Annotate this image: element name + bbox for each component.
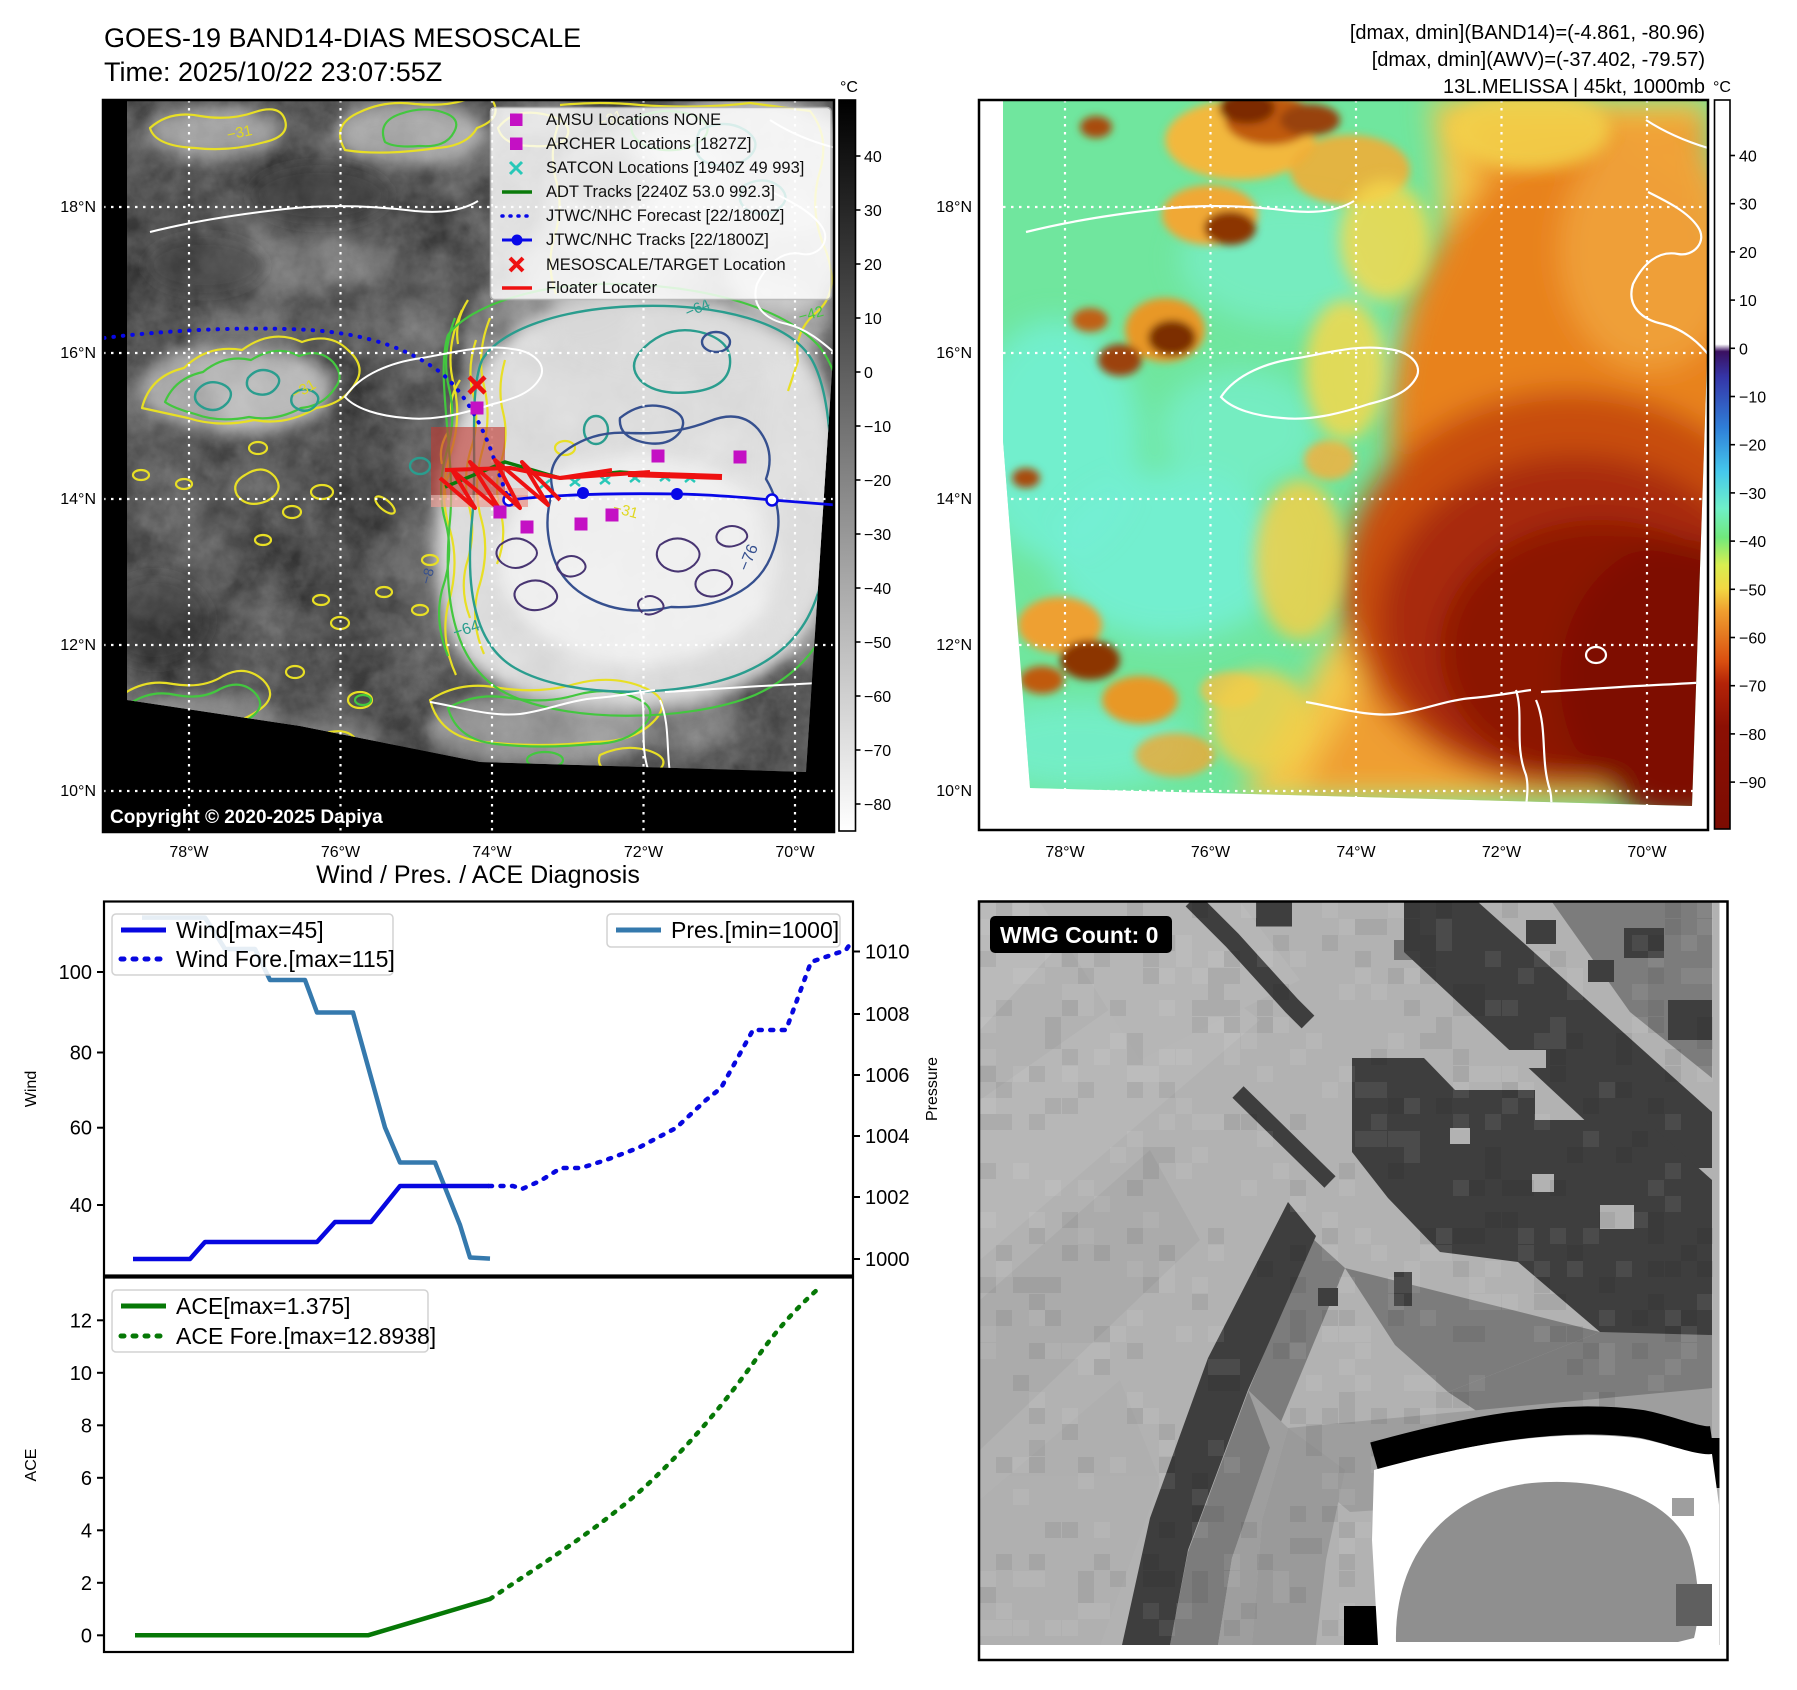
svg-text:13L.MELISSA | 45kt, 1000mb: 13L.MELISSA | 45kt, 1000mb: [1443, 76, 1705, 98]
svg-text:16°N: 16°N: [60, 345, 96, 362]
svg-text:20: 20: [864, 257, 882, 274]
svg-text:−31: −31: [225, 122, 253, 144]
svg-text:Time: 2025/10/22 23:07:55Z: Time: 2025/10/22 23:07:55Z: [104, 57, 442, 87]
svg-text:−30: −30: [1739, 486, 1766, 503]
svg-text:−42: −42: [797, 303, 826, 326]
svg-text:78°W: 78°W: [169, 844, 209, 861]
svg-text:40: 40: [1739, 149, 1757, 166]
svg-text:1006: 1006: [865, 1065, 910, 1087]
svg-text:ACE: ACE: [23, 1449, 40, 1482]
svg-text:40: 40: [70, 1195, 92, 1217]
svg-text:100: 100: [59, 962, 92, 984]
svg-text:10: 10: [864, 311, 882, 328]
svg-text:−60: −60: [864, 689, 891, 706]
svg-text:−20: −20: [1739, 438, 1766, 455]
svg-text:ARCHER Locations [1827Z]: ARCHER Locations [1827Z]: [546, 135, 751, 153]
svg-text:0: 0: [81, 1625, 92, 1647]
svg-text:Wind: Wind: [23, 1071, 40, 1107]
svg-text:−10: −10: [864, 419, 891, 436]
svg-text:−50: −50: [1739, 582, 1766, 599]
svg-text:14°N: 14°N: [60, 491, 96, 508]
svg-text:1000: 1000: [865, 1249, 910, 1271]
svg-text:[dmax, dmin](BAND14)=(-4.861,: [dmax, dmin](BAND14)=(-4.861, -80.96): [1350, 22, 1705, 44]
svg-text:JTWC/NHC Forecast [22/1800Z]: JTWC/NHC Forecast [22/1800Z]: [546, 207, 784, 225]
svg-text:[dmax, dmin](AWV)=(-37.402, -7: [dmax, dmin](AWV)=(-37.402, -79.57): [1372, 49, 1705, 71]
svg-text:−80: −80: [1739, 727, 1766, 744]
svg-text:−8: −8: [417, 566, 437, 586]
svg-text:−70: −70: [864, 743, 891, 760]
svg-text:ACE[max=1.375]: ACE[max=1.375]: [176, 1293, 351, 1319]
svg-text:−20: −20: [864, 473, 891, 490]
svg-text:0: 0: [864, 365, 873, 382]
svg-text:MESOSCALE/TARGET Location: MESOSCALE/TARGET Location: [546, 256, 786, 274]
svg-text:−50: −50: [864, 635, 891, 652]
svg-text:ACE Fore.[max=12.8938]: ACE Fore.[max=12.8938]: [176, 1323, 436, 1349]
svg-text:1002: 1002: [865, 1187, 910, 1209]
svg-text:10: 10: [70, 1363, 92, 1385]
svg-text:60: 60: [70, 1118, 92, 1140]
svg-text:4: 4: [81, 1520, 92, 1542]
svg-text:Wind[max=45]: Wind[max=45]: [176, 917, 324, 943]
svg-text:Wind / Pres. / ACE Diagnosis: Wind / Pres. / ACE Diagnosis: [316, 861, 640, 889]
svg-text:10°N: 10°N: [936, 783, 972, 800]
svg-text:−70: −70: [1739, 679, 1766, 696]
svg-text:ADT Tracks [2240Z 53.0 992.3]: ADT Tracks [2240Z 53.0 992.3]: [546, 183, 775, 201]
svg-text:−40: −40: [1739, 534, 1766, 551]
svg-text:18°N: 18°N: [60, 199, 96, 216]
svg-text:6: 6: [81, 1468, 92, 1490]
svg-text:12: 12: [70, 1310, 92, 1332]
svg-text:72°W: 72°W: [1482, 844, 1522, 861]
svg-text:SATCON Locations [1940Z 49 993: SATCON Locations [1940Z 49 993]: [546, 159, 804, 177]
svg-text:80: 80: [70, 1043, 92, 1065]
svg-text:1008: 1008: [865, 1004, 910, 1026]
svg-text:−30: −30: [864, 527, 891, 544]
svg-text:76°W: 76°W: [1191, 844, 1231, 861]
svg-text:40: 40: [864, 149, 882, 166]
svg-text:−90: −90: [1739, 775, 1766, 792]
svg-text:74°W: 74°W: [472, 844, 512, 861]
svg-text:14°N: 14°N: [936, 491, 972, 508]
svg-text:2: 2: [81, 1573, 92, 1595]
svg-text:0: 0: [1739, 341, 1748, 358]
svg-text:°C: °C: [1713, 79, 1731, 96]
svg-text:JTWC/NHC Tracks [22/1800Z]: JTWC/NHC Tracks [22/1800Z]: [546, 231, 769, 249]
svg-text:−60: −60: [1739, 631, 1766, 648]
svg-text:74°W: 74°W: [1336, 844, 1376, 861]
svg-text:10: 10: [1739, 293, 1757, 310]
svg-text:30: 30: [1739, 197, 1757, 214]
svg-text:10°N: 10°N: [60, 783, 96, 800]
svg-text:Copyright © 2020-2025 Dapiya: Copyright © 2020-2025 Dapiya: [110, 807, 383, 828]
svg-text:12°N: 12°N: [60, 637, 96, 654]
svg-text:−80: −80: [864, 797, 891, 814]
svg-text:1004: 1004: [865, 1126, 910, 1148]
svg-text:76°W: 76°W: [321, 844, 361, 861]
svg-text:16°N: 16°N: [936, 345, 972, 362]
svg-text:30: 30: [864, 203, 882, 220]
svg-text:1010: 1010: [865, 942, 910, 964]
svg-text:°C: °C: [840, 79, 858, 96]
svg-text:−10: −10: [1739, 390, 1766, 407]
svg-text:AMSU Locations NONE: AMSU Locations NONE: [546, 111, 721, 129]
svg-text:18°N: 18°N: [936, 199, 972, 216]
svg-text:Wind Fore.[max=115]: Wind Fore.[max=115]: [176, 946, 395, 972]
svg-text:70°W: 70°W: [1627, 844, 1667, 861]
svg-text:Pres.[min=1000]: Pres.[min=1000]: [671, 917, 839, 943]
svg-text:70°W: 70°W: [775, 844, 815, 861]
svg-text:Floater Locater: Floater Locater: [546, 279, 657, 297]
svg-text:78°W: 78°W: [1045, 844, 1085, 861]
svg-text:WMG Count: 0: WMG Count: 0: [1000, 922, 1158, 948]
svg-text:72°W: 72°W: [624, 844, 664, 861]
svg-text:20: 20: [1739, 245, 1757, 262]
svg-text:GOES-19 BAND14-DIAS MESOSCALE: GOES-19 BAND14-DIAS MESOSCALE: [104, 23, 581, 53]
svg-text:12°N: 12°N: [936, 637, 972, 654]
svg-text:−40: −40: [864, 581, 891, 598]
svg-text:8: 8: [81, 1415, 92, 1437]
svg-text:Pressure: Pressure: [924, 1057, 941, 1121]
